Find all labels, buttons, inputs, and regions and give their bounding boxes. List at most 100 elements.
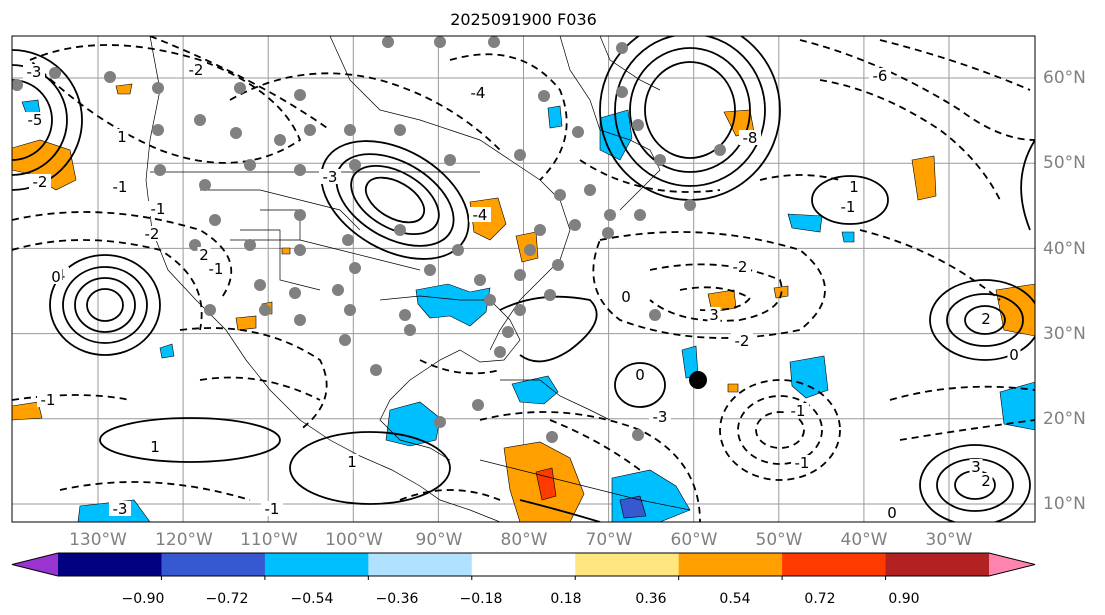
contour-label-background (49, 269, 63, 284)
longitude-labels: 130°W 120°W 110°W 100°W 90°W 80°W 70°W 6… (69, 530, 973, 550)
contour-label-background (739, 130, 761, 145)
contour-label-background (791, 455, 813, 470)
colorbar-tick-label: −0.72 (206, 591, 249, 607)
lon-label: 110°W (240, 530, 298, 550)
contour-label: 3 (971, 458, 981, 476)
colorbar-tick-label: 0.36 (635, 591, 666, 607)
contour-label: -8 (743, 129, 758, 147)
colorbar-outline (11, 552, 1036, 577)
contour-label: -4 (473, 206, 488, 224)
contour-label-background (969, 459, 983, 474)
lon-label: 70°W (586, 530, 633, 550)
contour-label: -5 (28, 111, 43, 129)
contour-label: -3 (113, 500, 128, 518)
latitude-labels: 60°N 50°N 40°N 30°N 20°N 10°N (1043, 68, 1086, 514)
contour-label-background (979, 311, 993, 326)
colorbar-segment (782, 553, 887, 576)
contour-label-background (205, 261, 227, 276)
contour-label: -3 (27, 63, 42, 81)
dashed-contours (12, 36, 1035, 522)
map-title: 2025091900 F036 (450, 10, 597, 29)
contour-label-background (109, 179, 131, 194)
contour-label-background (115, 129, 129, 144)
contour-label: 0 (1009, 346, 1019, 364)
colorbar-segment (368, 553, 473, 576)
colorbar-tick-label: 0.72 (804, 591, 835, 607)
contour-label-background (141, 226, 163, 241)
lon-label: 100°W (325, 530, 383, 550)
contour-label-background (29, 174, 51, 189)
contour-label: -1 (209, 260, 224, 278)
contour-label-background (707, 307, 721, 322)
station-markers (12, 36, 726, 443)
contour-label: -2 (33, 173, 48, 191)
colorbar-tick-label: −0.54 (291, 591, 334, 607)
contour-label: -2 (735, 332, 750, 350)
contour-label: -1 (841, 198, 856, 216)
contour-label: -1 (151, 200, 166, 218)
contour-label: -2 (145, 225, 160, 243)
contour-label-background (633, 367, 647, 382)
contour-label-background (837, 199, 859, 214)
lat-label: 10°N (1043, 494, 1086, 514)
lat-label: 30°N (1043, 324, 1086, 344)
contour-label-background (1007, 347, 1021, 362)
contour-label-background (649, 409, 671, 424)
colorbar-segment (575, 553, 680, 576)
contour-label-background (467, 85, 489, 100)
contour-label-background (23, 64, 45, 79)
colorbar-tick-label: −0.36 (376, 591, 419, 607)
colorbar-extend-min (12, 553, 58, 576)
lon-label: 50°W (756, 530, 803, 550)
lon-label: 120°W (155, 530, 213, 550)
colorbar-tick-label: 0.18 (550, 591, 581, 607)
contour-label: 2 (981, 310, 991, 328)
colorbar (11, 552, 1036, 580)
lon-label: 90°W (416, 530, 463, 550)
contour-label-background (847, 179, 861, 194)
contour-label: 2 (199, 246, 209, 264)
contour-label: 1 (150, 438, 160, 456)
contour-label: 0 (621, 288, 631, 306)
contour-label: 1 (347, 453, 357, 471)
colorbar-ticks: −0.90 −0.72 −0.54 −0.36 −0.18 0.18 0.36 … (122, 591, 920, 607)
contour-label-background (345, 454, 359, 469)
contour-label-background (37, 392, 59, 407)
contour-label-background (148, 439, 162, 454)
contour-label: 1 (117, 128, 127, 146)
colorbar-tick-label: −0.90 (122, 591, 165, 607)
contour-label: -2 (733, 258, 748, 276)
contour-label-background (261, 501, 283, 516)
lat-label: 60°N (1043, 68, 1086, 88)
contour-label-background (197, 247, 211, 262)
contour-label: -3 (323, 168, 338, 186)
contour-label: -3 (653, 408, 668, 426)
colorbar-segment (264, 553, 369, 576)
contour-label-background (24, 112, 46, 127)
highlight-marker (689, 371, 707, 389)
contour-label: -6 (873, 67, 888, 85)
lon-label: 80°W (501, 530, 548, 550)
contour-label: -1 (795, 454, 810, 472)
contour-label: 1 (849, 178, 859, 196)
contour-label-background (979, 473, 993, 488)
contour-labels: -3-21-4-3-2-6-8-5-1-2-1-402-1-230-3-10-1… (23, 61, 1021, 522)
contour-label: -1 (41, 391, 56, 409)
lon-label: 30°W (926, 530, 973, 550)
lon-label: 60°W (671, 530, 718, 550)
contour-label-background (619, 289, 633, 304)
contour-label: -1 (113, 178, 128, 196)
contour-label-background (147, 201, 169, 216)
contour-label-background (319, 169, 341, 184)
colorbar-extend-max (989, 553, 1035, 576)
colorbar-segment (471, 553, 576, 576)
colorbar-segment (678, 553, 783, 576)
lon-label: 40°W (841, 530, 888, 550)
contour-label: 0 (887, 504, 897, 522)
colorbar-segment (161, 553, 266, 576)
contour-label: 0 (51, 268, 61, 286)
colorbar-tick-label: 0.54 (719, 591, 750, 607)
contour-label-background (731, 333, 753, 348)
contour-label: -4 (471, 84, 486, 102)
